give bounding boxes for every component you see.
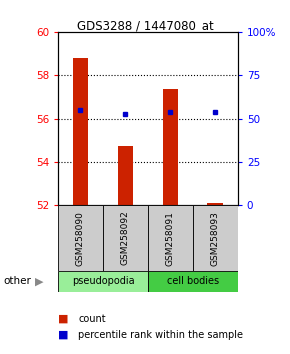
Bar — [207, 203, 223, 205]
Text: ■: ■ — [58, 330, 68, 339]
Bar — [117, 146, 133, 205]
Text: cell bodies: cell bodies — [167, 276, 219, 286]
Text: GSM258090: GSM258090 — [76, 211, 85, 266]
Text: GSM258091: GSM258091 — [166, 211, 175, 266]
Bar — [193, 205, 238, 271]
Bar — [148, 205, 193, 271]
Text: ■: ■ — [58, 314, 68, 324]
Bar — [58, 205, 103, 271]
Bar — [148, 271, 238, 292]
Text: count: count — [78, 314, 106, 324]
Text: GDS3288 / 1447080_at: GDS3288 / 1447080_at — [77, 19, 213, 33]
Bar — [103, 205, 148, 271]
Text: GSM258092: GSM258092 — [121, 211, 130, 266]
Text: percentile rank within the sample: percentile rank within the sample — [78, 330, 243, 339]
Text: GSM258093: GSM258093 — [211, 211, 220, 266]
Text: pseudopodia: pseudopodia — [72, 276, 134, 286]
Bar — [72, 58, 88, 205]
Bar — [162, 89, 178, 205]
Text: other: other — [3, 276, 31, 286]
Text: ▶: ▶ — [35, 276, 44, 286]
Bar — [58, 271, 148, 292]
